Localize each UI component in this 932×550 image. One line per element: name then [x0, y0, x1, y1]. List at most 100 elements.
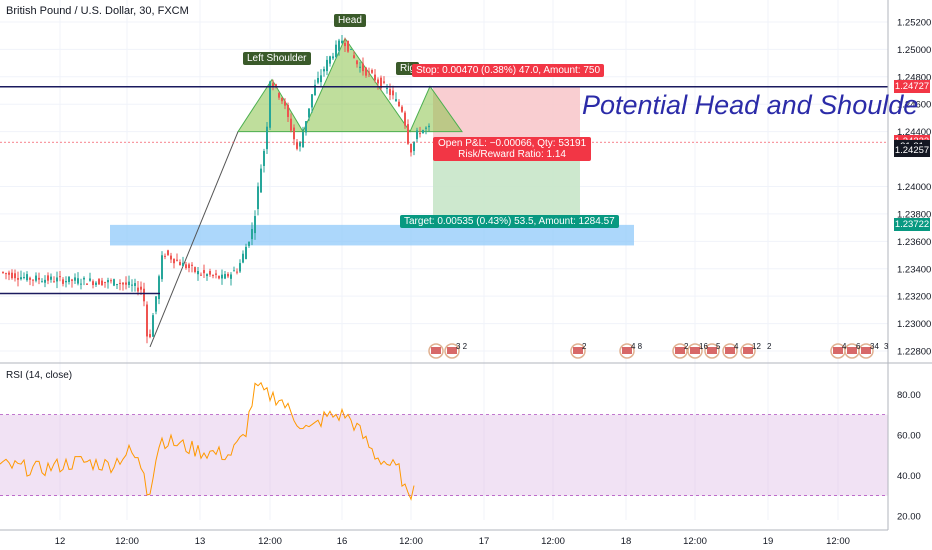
price-tag: 1.24257	[894, 144, 930, 158]
candle-body	[305, 121, 307, 133]
candle-body	[176, 259, 178, 261]
candlestick-series	[2, 34, 430, 344]
candle-body	[101, 280, 103, 286]
chart-title: British Pound / U.S. Dollar, 30, FXCM	[6, 5, 189, 17]
trend-line	[149, 131, 239, 348]
candle-body	[269, 81, 271, 128]
candle-body	[311, 94, 313, 108]
time-tick-label: 12:00	[683, 536, 707, 547]
candle-body	[227, 273, 229, 277]
event-badge-count: 12	[752, 342, 761, 351]
event-flag-icon-fill	[707, 347, 717, 354]
candle-body	[134, 283, 136, 286]
candle-body	[44, 279, 46, 283]
candle-body	[140, 286, 142, 290]
event-flag-icon-fill	[743, 347, 753, 354]
candle-body	[137, 287, 139, 292]
candle-body	[185, 264, 187, 269]
candle-body	[80, 283, 82, 285]
event-badge-count: 16	[699, 342, 708, 351]
candle-body	[32, 279, 34, 281]
event-badge-count: 4	[734, 342, 739, 351]
event-badge-count: 6	[856, 342, 861, 351]
candle-body	[329, 56, 331, 64]
candle-body	[395, 99, 397, 102]
event-flag-icon-fill	[622, 347, 632, 354]
rsi-tick-label: 20.00	[897, 511, 921, 522]
candle-body	[224, 274, 226, 279]
candle-body	[278, 93, 280, 98]
candle-body	[365, 67, 367, 76]
event-badge-count: 4	[842, 342, 847, 351]
price-tick-label: 1.23200	[897, 292, 931, 303]
candle-body	[242, 253, 244, 263]
candle-body	[410, 143, 412, 153]
candle-body	[116, 284, 118, 286]
candle-body	[386, 87, 388, 89]
time-tick-label: 19	[763, 536, 774, 547]
candle-body	[122, 282, 124, 285]
left-shoulder-label: Left Shoulder	[243, 52, 311, 65]
candle-body	[287, 105, 289, 117]
time-tick-label: 12	[55, 536, 66, 547]
stop-loss-zone	[433, 86, 580, 143]
event-flag-icon-fill	[861, 347, 871, 354]
event-badge-count: 2	[582, 342, 587, 351]
candle-body	[182, 262, 184, 267]
candle-body	[2, 272, 4, 274]
event-flag-icon-fill	[675, 347, 685, 354]
open-pl-line: Open P&L: −0.00066, Qty: 53191	[438, 138, 587, 149]
candle-body	[23, 277, 25, 279]
event-flag-icon-fill	[725, 347, 735, 354]
candle-body	[380, 77, 382, 89]
candle-body	[239, 263, 241, 272]
support-zone	[110, 224, 634, 246]
candle-body	[197, 271, 199, 275]
candle-body	[203, 270, 205, 274]
candle-body	[71, 279, 73, 281]
price-tick-label: 1.24000	[897, 182, 931, 193]
candle-body	[173, 258, 175, 264]
candle-body	[95, 282, 97, 285]
rsi-title: RSI (14, close)	[6, 370, 73, 381]
candle-body	[89, 278, 91, 281]
risk-reward-line: Risk/Reward Ratio: 1.14	[458, 149, 566, 160]
price-tag: 1.24727	[894, 79, 930, 93]
rsi-tick-label: 40.00	[897, 471, 921, 482]
candle-body	[254, 216, 256, 234]
candle-body	[200, 274, 202, 276]
candle-body	[320, 75, 322, 83]
candle-body	[164, 255, 166, 257]
event-flag-icon-fill	[847, 347, 857, 354]
time-tick-label: 12:00	[399, 536, 423, 547]
candle-body	[170, 255, 172, 260]
candle-body	[50, 276, 52, 280]
price-tick-label: 1.23600	[897, 237, 931, 248]
candle-body	[263, 150, 265, 166]
candle-body	[404, 112, 406, 126]
price-tick-label: 1.25200	[897, 17, 931, 28]
candle-body	[353, 55, 355, 58]
candle-body	[302, 132, 304, 148]
candle-body	[281, 97, 283, 102]
candle-body	[317, 77, 319, 83]
candle-body	[293, 127, 295, 140]
candle-body	[128, 281, 130, 286]
rsi-panel	[0, 381, 888, 501]
candle-body	[422, 130, 424, 134]
candle-body	[371, 70, 373, 73]
price-tick-label: 1.23800	[897, 209, 931, 220]
candle-body	[74, 277, 76, 281]
candle-body	[35, 275, 37, 281]
candle-body	[326, 59, 328, 72]
candle-body	[368, 71, 370, 73]
candle-body	[245, 246, 247, 260]
candle-body	[14, 273, 16, 279]
candle-body	[161, 255, 163, 280]
candle-body	[233, 270, 235, 272]
candle-body	[131, 284, 133, 286]
candle-body	[158, 276, 160, 300]
candle-body	[47, 275, 49, 281]
